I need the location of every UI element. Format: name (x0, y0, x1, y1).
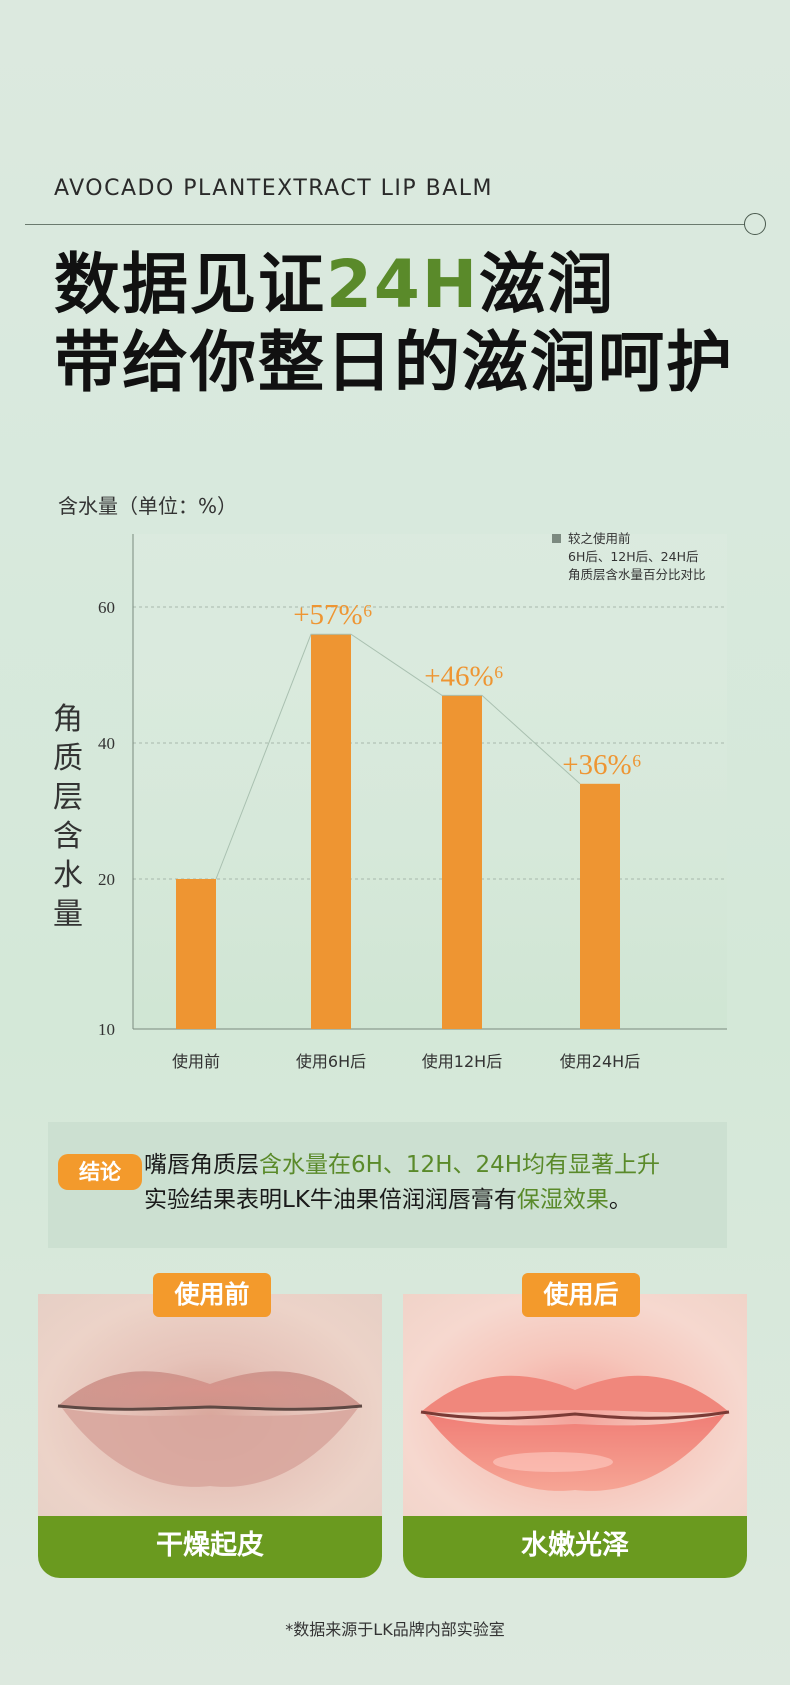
x-category-label: 使用6H后 (296, 1052, 366, 1071)
conclusion-line-2-a: 实验结果表明LK牛油果倍润润唇膏有 (144, 1187, 517, 1213)
chart-caption: 含水量（单位：%） (58, 494, 238, 518)
data-label: +36%⁶ (562, 749, 642, 781)
conclusion-line-2-b: 保湿效果 (516, 1187, 609, 1213)
y-tick-label: 60 (98, 598, 115, 617)
conclusion-panel (48, 1122, 727, 1248)
after-lips-photo (403, 1294, 747, 1517)
headline-line-2: 带给你整日的滋润呵护 (54, 324, 734, 401)
after-caption: 水嫩光泽 (403, 1516, 747, 1578)
y-tick-label: 40 (98, 734, 115, 753)
y-tick-label: 10 (98, 1020, 115, 1039)
legend: 较之使用前 6H后、12H后、24H后 角质层含水量百分比对比 (568, 530, 706, 584)
x-category-label: 使用12H后 (422, 1052, 502, 1071)
before-caption: 干燥起皮 (38, 1516, 382, 1578)
y-tick-label: 20 (98, 870, 115, 889)
product-subtitle: AVOCADO PLANTEXTRACT LIP BALM (54, 176, 494, 201)
headline-highlight: 24H (326, 246, 480, 323)
after-tag: 使用后 (522, 1273, 640, 1317)
conclusion-line-1-a: 嘴唇角质层 (144, 1152, 259, 1178)
legend-line-1: 较之使用前 (568, 531, 631, 546)
legend-line-2: 6H后、12H后、24H后 (568, 549, 699, 564)
bar (311, 634, 351, 1029)
header-divider (25, 224, 745, 225)
data-label: +46%⁶ (424, 660, 504, 692)
conclusion-badge: 结论 (58, 1154, 142, 1190)
conclusion-line-2: 实验结果表明LK牛油果倍润润唇膏有保湿效果。 (144, 1183, 660, 1218)
moisture-bar-chart: 10 20 40 60 +57%⁶ +46%⁶ +36%⁶ 使用前 使用6H后 使用12H后 使用2… (98, 534, 727, 1071)
y-axis-label: 角质层含水量 (53, 702, 83, 932)
trend-line (215, 633, 581, 880)
legend-swatch (552, 534, 561, 543)
circle-icon (744, 213, 766, 235)
data-label: +57%⁶ (293, 599, 373, 631)
before-tag: 使用前 (153, 1273, 271, 1317)
headline-text-c: 滋润 (479, 246, 616, 323)
bar (442, 695, 482, 1029)
headline-text-a: 数据见证 (54, 246, 326, 323)
x-category-label: 使用24H后 (560, 1052, 640, 1071)
plot-area (133, 534, 727, 1029)
bar (176, 879, 216, 1029)
conclusion-line-2-c: 。 (608, 1187, 632, 1213)
before-lips-photo (38, 1294, 382, 1517)
conclusion-text: 嘴唇角质层含水量在6H、12H、24H均有显著上升 实验结果表明LK牛油果倍润润… (144, 1148, 660, 1218)
lips-before-illustration (57, 1371, 363, 1487)
legend-line-3: 角质层含水量百分比对比 (568, 567, 706, 582)
x-category-label: 使用前 (172, 1052, 220, 1071)
bar (580, 783, 620, 1029)
footnote: *数据来源于LK品牌内部实验室 (285, 1620, 505, 1639)
conclusion-line-1-b: 含水量在6H、12H、24H均有显著上升 (259, 1152, 661, 1178)
conclusion-line-1: 嘴唇角质层含水量在6H、12H、24H均有显著上升 (144, 1148, 660, 1183)
headline-line-1: 数据见证24H滋润 (54, 252, 615, 318)
lips-after-illustration (420, 1375, 730, 1491)
